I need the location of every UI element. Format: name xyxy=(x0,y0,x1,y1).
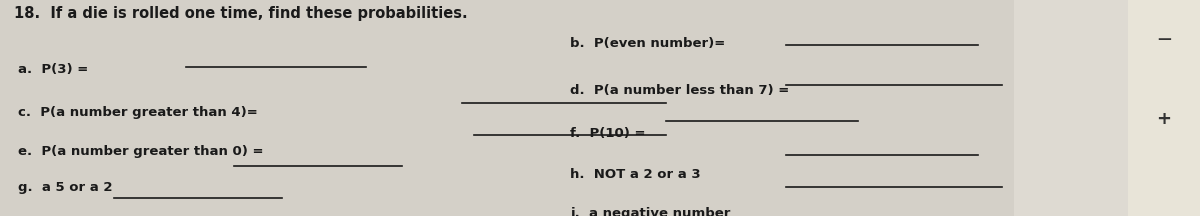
FancyBboxPatch shape xyxy=(1128,0,1200,216)
Text: j.  a negative number: j. a negative number xyxy=(570,207,731,216)
Text: a.  P(3) =: a. P(3) = xyxy=(18,63,89,76)
Text: —: — xyxy=(1157,32,1171,46)
Text: 18.  If a die is rolled one time, find these probabilities.: 18. If a die is rolled one time, find th… xyxy=(14,6,468,21)
Text: h.  NOT a 2 or a 3: h. NOT a 2 or a 3 xyxy=(570,168,701,181)
Text: g.  a 5 or a 2: g. a 5 or a 2 xyxy=(18,181,113,194)
Text: b.  P(even number)=: b. P(even number)= xyxy=(570,37,725,50)
Text: c.  P(a number greater than 4)=: c. P(a number greater than 4)= xyxy=(18,106,258,119)
Text: +: + xyxy=(1157,110,1171,128)
Text: e.  P(a number greater than 0) =: e. P(a number greater than 0) = xyxy=(18,145,264,158)
Text: f.  P(10) =: f. P(10) = xyxy=(570,127,646,140)
FancyBboxPatch shape xyxy=(1014,0,1128,216)
Text: d.  P(a number less than 7) =: d. P(a number less than 7) = xyxy=(570,84,790,97)
